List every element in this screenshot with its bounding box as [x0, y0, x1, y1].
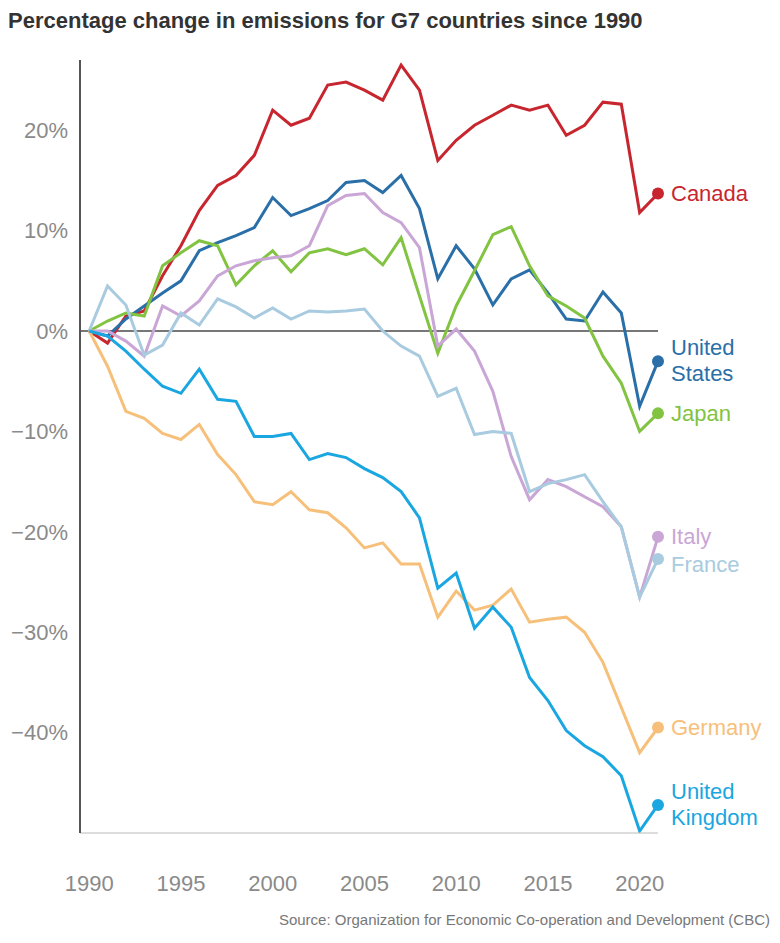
svg-text:France: France — [671, 552, 739, 577]
svg-text:2020: 2020 — [615, 871, 664, 896]
svg-text:UnitedStates: UnitedStates — [671, 335, 735, 386]
svg-text:−10%: −10% — [11, 419, 68, 444]
svg-text:−30%: −30% — [11, 620, 68, 645]
svg-text:Japan: Japan — [671, 401, 731, 426]
svg-text:UnitedKingdom: UnitedKingdom — [671, 779, 758, 830]
html-text:Source: Organization for Econo: Source: Organization for Economic Co-ope… — [278, 911, 770, 928]
svg-text:Germany: Germany — [671, 715, 761, 740]
svg-text:2005: 2005 — [340, 871, 389, 896]
svg-text:2000: 2000 — [248, 871, 297, 896]
svg-text:1995: 1995 — [156, 871, 205, 896]
svg-text:2010: 2010 — [432, 871, 481, 896]
svg-text:20%: 20% — [24, 118, 68, 143]
svg-text:Canada: Canada — [671, 181, 749, 206]
html-text:Percentage change in emissions: Percentage change in emissions for G7 co… — [8, 8, 643, 33]
svg-text:10%: 10% — [24, 218, 68, 243]
svg-text:2015: 2015 — [523, 871, 572, 896]
svg-text:−40%: −40% — [11, 720, 68, 745]
svg-text:Italy: Italy — [671, 524, 711, 549]
svg-text:0%: 0% — [36, 319, 68, 344]
svg-text:1990: 1990 — [65, 871, 114, 896]
svg-text:−20%: −20% — [11, 520, 68, 545]
